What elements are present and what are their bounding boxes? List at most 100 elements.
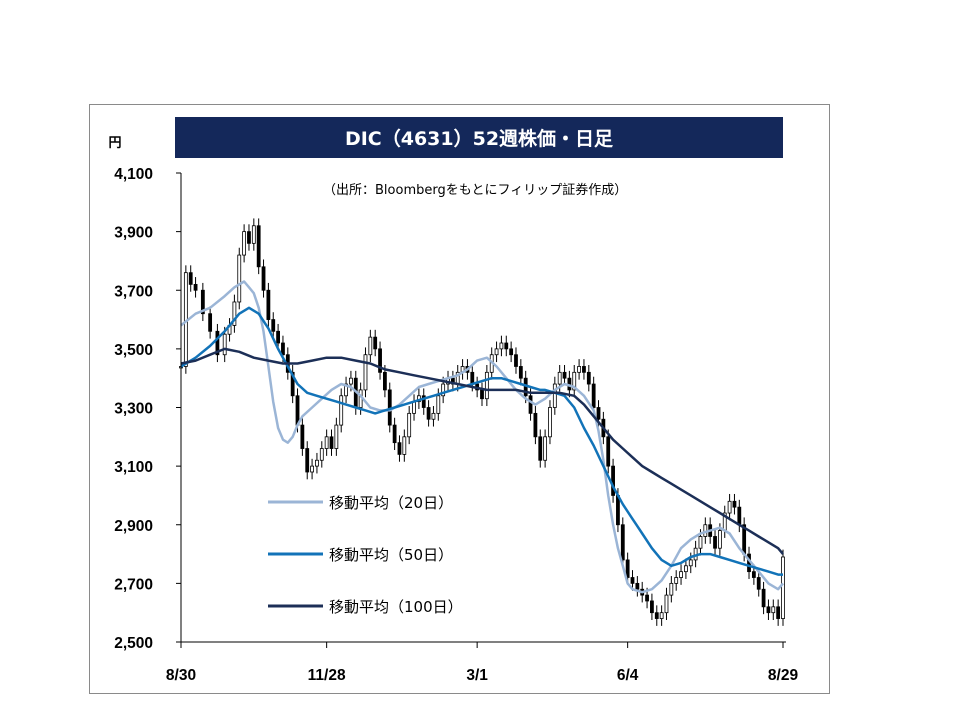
y-tick-label: 2,700 bbox=[114, 576, 153, 593]
price-candle bbox=[276, 330, 280, 344]
price-candle bbox=[766, 606, 771, 614]
y-tick-label: 2,900 bbox=[114, 518, 153, 535]
price-candle bbox=[412, 401, 416, 414]
price-candle bbox=[281, 342, 285, 356]
price-candle bbox=[717, 530, 722, 549]
ma-line-2 bbox=[180, 347, 784, 555]
price-candle bbox=[392, 424, 397, 444]
price-candle bbox=[378, 348, 382, 373]
price-candle bbox=[557, 371, 562, 385]
price-candle bbox=[504, 342, 509, 350]
price-candle bbox=[548, 407, 552, 438]
price-candle bbox=[630, 577, 635, 584]
price-candle bbox=[727, 500, 732, 514]
price-candle bbox=[402, 436, 407, 455]
price-candle bbox=[620, 524, 625, 561]
price-candle bbox=[635, 582, 640, 590]
price-candle bbox=[256, 225, 261, 268]
price-candle bbox=[654, 612, 659, 619]
price-candle bbox=[290, 371, 295, 397]
y-tick-label: 3,900 bbox=[114, 225, 153, 242]
price-candle bbox=[737, 506, 742, 526]
price-candle bbox=[776, 606, 781, 619]
price-candle bbox=[713, 536, 717, 549]
price-candle bbox=[251, 225, 256, 244]
price-candle bbox=[441, 383, 446, 397]
y-tick-label: 3,100 bbox=[114, 459, 153, 476]
price-candle bbox=[383, 371, 387, 391]
price-candle bbox=[315, 459, 319, 467]
ma-line-0 bbox=[180, 280, 784, 594]
price-candle bbox=[363, 354, 368, 391]
price-candle bbox=[232, 301, 237, 326]
price-candle bbox=[426, 407, 431, 420]
price-candle bbox=[509, 348, 514, 356]
price-candle bbox=[193, 283, 198, 291]
price-candle bbox=[200, 289, 205, 315]
price-candle bbox=[543, 436, 548, 461]
price-candle bbox=[344, 383, 348, 397]
price-candle bbox=[247, 231, 251, 244]
y-axis-unit: 円 bbox=[108, 136, 121, 151]
price-candle bbox=[368, 336, 373, 356]
price-candle bbox=[329, 436, 334, 449]
price-candle bbox=[659, 612, 664, 619]
price-candle bbox=[751, 571, 756, 578]
ma-line-1 bbox=[180, 306, 783, 576]
price-candle bbox=[271, 319, 276, 332]
price-candle bbox=[208, 313, 213, 332]
price-candle bbox=[586, 371, 591, 385]
price-candle bbox=[552, 383, 557, 408]
x-tick-label: 11/28 bbox=[308, 667, 346, 684]
price-candle bbox=[606, 436, 611, 467]
price-candle bbox=[533, 412, 538, 438]
price-candle bbox=[407, 412, 412, 438]
price-candle bbox=[698, 536, 703, 549]
price-candle bbox=[310, 465, 314, 473]
price-candle bbox=[499, 342, 504, 350]
price-candle bbox=[650, 600, 654, 614]
chart-title: DIC（4631）52週株価・日足 bbox=[345, 127, 614, 150]
price-candle bbox=[625, 559, 630, 578]
price-candle bbox=[300, 424, 305, 449]
price-candle bbox=[771, 606, 776, 614]
plot-area bbox=[179, 218, 785, 626]
y-tick-label: 4,100 bbox=[114, 166, 153, 183]
price-candle bbox=[645, 594, 649, 602]
price-candle bbox=[577, 366, 581, 373]
legend: 移動平均（20日） 移動平均（50日） 移動平均（100日） bbox=[268, 494, 463, 616]
x-tick-label: 6/4 bbox=[617, 667, 639, 684]
axes: 4,100 3,900 3,700 3,500 3,300 3,100 2,900 2,700… bbox=[114, 166, 798, 684]
legend-label-1: 移動平均（50日） bbox=[329, 546, 453, 564]
price-candle bbox=[684, 565, 688, 573]
price-candle bbox=[494, 348, 499, 356]
price-chart: DIC（4631）52週株価・日足 円 （出所：Bloombergをもとにフィリ… bbox=[108, 117, 798, 684]
price-candle bbox=[242, 231, 247, 256]
price-candle bbox=[688, 559, 693, 567]
price-candle bbox=[572, 371, 577, 391]
price-candle bbox=[222, 333, 227, 356]
price-candle bbox=[528, 395, 533, 414]
price-candle bbox=[562, 371, 567, 379]
price-candle bbox=[373, 336, 378, 350]
x-tick-label: 8/29 bbox=[768, 667, 799, 684]
price-candle bbox=[669, 582, 674, 596]
price-candle bbox=[596, 407, 601, 420]
price-candle bbox=[518, 366, 523, 379]
price-candle bbox=[756, 577, 761, 590]
price-candle bbox=[397, 442, 402, 455]
source-note: （出所：Bloombergをもとにフィリップ証券作成） bbox=[323, 182, 627, 198]
y-tick-label: 3,700 bbox=[114, 283, 153, 300]
price-candle bbox=[470, 371, 475, 385]
price-candle bbox=[664, 594, 669, 614]
price-candle bbox=[781, 556, 785, 619]
price-candle bbox=[732, 500, 737, 508]
price-candle bbox=[319, 448, 324, 461]
price-candle bbox=[215, 330, 220, 356]
y-tick-label: 2,500 bbox=[114, 635, 153, 652]
price-candle bbox=[261, 266, 266, 291]
price-candle bbox=[324, 436, 329, 449]
legend-label-0: 移動平均（20日） bbox=[329, 494, 453, 512]
x-tick-label: 3/1 bbox=[466, 667, 488, 684]
price-candle bbox=[582, 366, 586, 373]
